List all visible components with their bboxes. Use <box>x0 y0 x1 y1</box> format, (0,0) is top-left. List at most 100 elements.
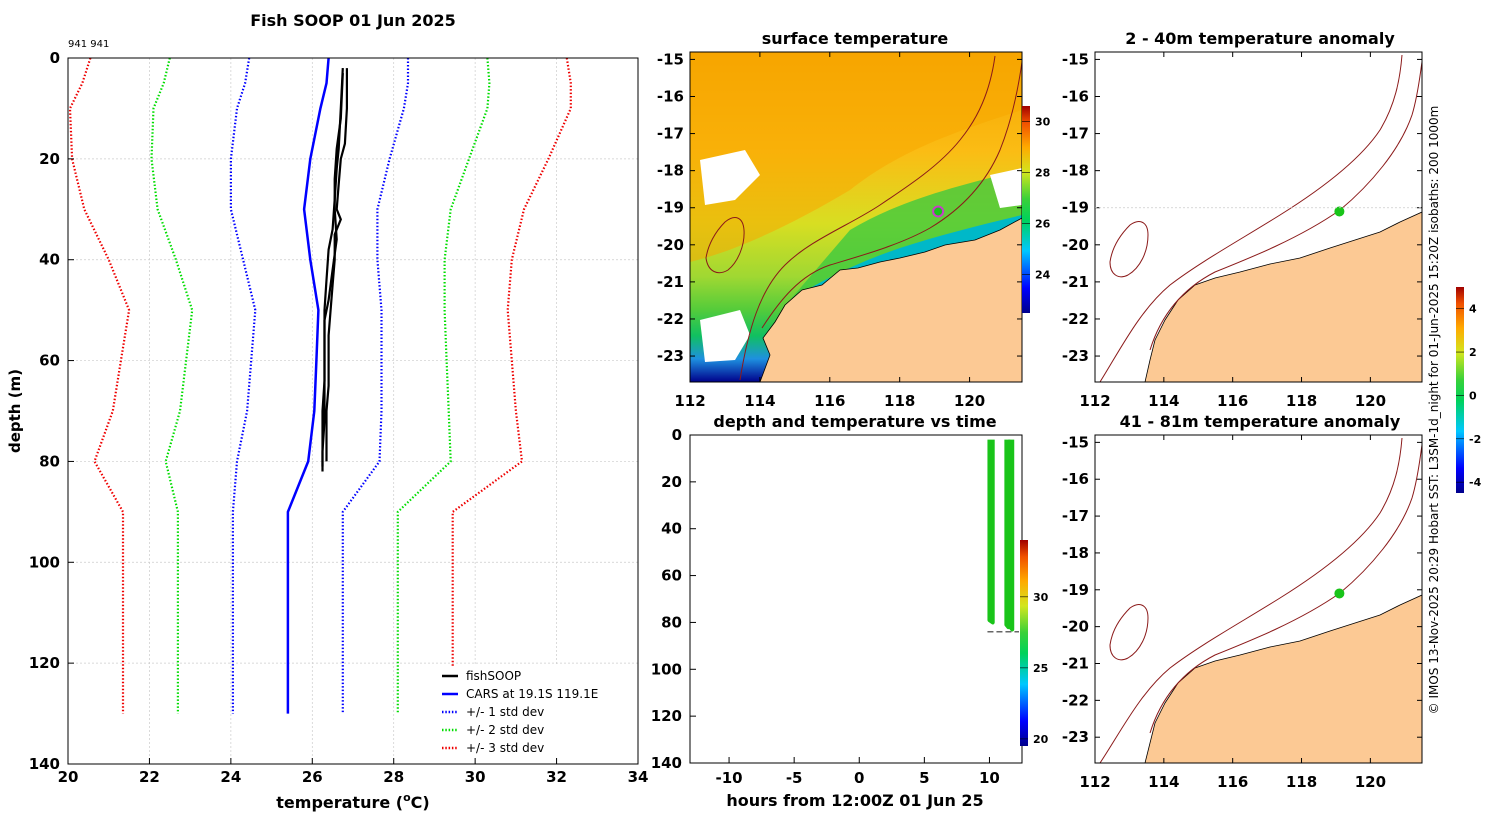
sst-map-panel: surface temperature 112 114 116 118 120 -15 -1… <box>657 29 1051 410</box>
anomaly-deep-ytick-label: -15 <box>1062 433 1089 451</box>
depth-time-xtick-label: 0 <box>854 769 864 787</box>
anomaly-shallow-xtick-label: 118 <box>1286 392 1317 410</box>
depth-time-ytick-label: 80 <box>661 613 682 631</box>
anomaly-shallow-ytick-label: -18 <box>1062 162 1089 180</box>
profile-legend: fishSOOP CARS at 19.1S 119.1E +/- 1 std … <box>438 666 634 758</box>
profile-fishsoop-line <box>325 68 348 462</box>
depth-time-xtick-label: -10 <box>716 769 743 787</box>
depth-time-ytick-label: 100 <box>651 660 682 678</box>
anomaly-colorbar-label: -2 <box>1469 433 1481 446</box>
profile-std1-upper-line <box>341 58 410 714</box>
anomaly-shallow-ytick-label: -20 <box>1062 236 1089 254</box>
profile-std2-upper-line <box>396 57 491 714</box>
anomaly-shallow-ytick-label: -16 <box>1062 87 1089 105</box>
profile-fishsoop-line <box>321 68 344 467</box>
anomaly-colorbar-label: -4 <box>1469 476 1482 489</box>
anomaly-deep-ytick-label: -22 <box>1062 691 1089 709</box>
profile-std1-lower-line <box>229 57 257 714</box>
anomaly-deep-isobath-1000 <box>1099 437 1403 763</box>
depth-time-xtick-label: 10 <box>979 769 1000 787</box>
anomaly-colorbar-label: 0 <box>1469 389 1477 402</box>
sst-colorbar-label: 28 <box>1035 166 1050 179</box>
anomaly-deep-ytick-label: -18 <box>1062 544 1089 562</box>
anomaly-deep-ytick-label: -21 <box>1062 654 1089 672</box>
legend-label-fishsoop: fishSOOP <box>466 669 521 683</box>
anomaly-deep-ytick-label: -16 <box>1062 470 1089 488</box>
profile-fishsoop-line <box>321 73 344 472</box>
profile-ytick-label: 20 <box>39 150 60 168</box>
sst-colorbar-ticks: 24 26 28 30 <box>1022 115 1051 282</box>
sst-warm-band <box>690 52 1022 262</box>
anomaly-shallow-xtick-label: 114 <box>1148 392 1179 410</box>
cast-ids-label: 941 941 <box>68 39 109 50</box>
anomaly-deep-island <box>1109 604 1149 661</box>
sst-cloud-mask-east <box>990 168 1022 208</box>
anomaly-shallow-title: 2 - 40m temperature anomaly <box>1125 29 1395 48</box>
profile-xlabel-end: C) <box>411 793 430 812</box>
anomaly-deep-frame <box>1094 434 1423 764</box>
figure-title: Fish SOOP 01 Jun 2025 <box>250 11 456 30</box>
depth-time-ytick-label: 60 <box>661 567 682 585</box>
depth-time-cast-trace <box>987 439 995 625</box>
legend-box <box>438 666 634 758</box>
profile-cars-line <box>286 57 330 714</box>
sst-map-xtick-label: 114 <box>744 392 775 410</box>
profile-ytick-label: 100 <box>29 553 60 571</box>
depth-time-ytick-label: 0 <box>672 426 682 444</box>
anomaly-deep-title: 41 - 81m temperature anomaly <box>1120 412 1401 431</box>
anomaly-deep-ticks: 112 114 116 118 120 -15 -16 -17 -18 -19 -20 -21 -22 -… <box>1062 433 1422 791</box>
depth-time-cast-trace <box>1008 439 1015 632</box>
anomaly-shallow-ytick-label: -15 <box>1062 50 1089 68</box>
sst-island-outline <box>705 217 745 274</box>
sst-map-xtick-label: 118 <box>884 392 915 410</box>
sst-map-ytick-label: -18 <box>657 162 684 180</box>
depth-time-panel: depth and temperature vs time -10 -5 0 5 100… <box>651 412 1049 810</box>
depth-time-colorbar-label: 25 <box>1033 662 1048 675</box>
anomaly-deep-ytick-label: -20 <box>1062 618 1089 636</box>
depth-time-title: depth and temperature vs time <box>713 412 996 431</box>
sst-cloud-mask-west <box>700 150 760 205</box>
profile-gridlines <box>68 58 638 764</box>
sst-map-ytick-label: -21 <box>657 273 684 291</box>
profile-xtick-label: 26 <box>302 768 323 786</box>
legend-label-std3: +/- 3 std dev <box>466 741 544 755</box>
anomaly-deep-station-marker <box>1334 588 1345 599</box>
anomaly-colorbar-label: 2 <box>1469 346 1477 359</box>
sst-colorbar <box>1022 106 1030 313</box>
anomaly-deep-panel: 41 - 81m temperature anomaly 112 114 116 11… <box>1062 287 1482 791</box>
sst-station-marker <box>932 205 945 218</box>
sst-map-ytick-label: -20 <box>657 236 684 254</box>
copyright-side-note: © IMOS 13-Nov-2025 20:29 Hobart SST: L3S… <box>1427 106 1441 715</box>
profile-xtick-label: 20 <box>58 768 79 786</box>
profile-ytick-label: 120 <box>29 654 60 672</box>
sst-isobath-200 <box>761 61 1022 329</box>
anomaly-shallow-panel: 2 - 40m temperature anomaly 112 114 116 118… <box>1062 29 1423 410</box>
depth-time-ytick-label: 20 <box>661 473 682 491</box>
anomaly-shallow-ytick-label: -19 <box>1062 199 1089 217</box>
depth-time-ytick-label: 140 <box>651 754 682 772</box>
sst-map-ytick-label: -22 <box>657 310 684 328</box>
depth-time-frame <box>689 434 1023 764</box>
anomaly-deep-xtick-label: 114 <box>1148 773 1179 791</box>
profile-std3-lower-line <box>68 57 131 714</box>
sst-map-ticks: 112 114 116 118 120 -15 -16 -17 -18 -19 -20 -21 -22 -… <box>657 50 1022 410</box>
anomaly-shallow-frame <box>1094 51 1423 383</box>
profile-ticks: 20 22 24 26 28 30 32 34 0 20 40 60 80 100 120 140 <box>29 49 649 786</box>
anomaly-deep-xtick-label: 112 <box>1079 773 1110 791</box>
sst-isobath-1000 <box>739 55 996 381</box>
legend-label-std2: +/- 2 std dev <box>466 723 544 737</box>
sst-map-xtick-label: 112 <box>674 392 705 410</box>
profile-xtick-label: 24 <box>220 768 241 786</box>
anomaly-deep-land <box>1144 594 1422 763</box>
sst-map-ytick-label: -15 <box>657 50 684 68</box>
profile-ytick-label: 80 <box>39 452 60 470</box>
depth-time-cast-trace <box>1004 439 1011 630</box>
profile-xlabel-main: temperature ( <box>276 793 403 812</box>
anomaly-deep-isobath-200 <box>1149 444 1422 734</box>
profile-xtick-label: 28 <box>383 768 404 786</box>
anomaly-shallow-ticks: 112 114 116 118 120 -15 -16 -17 -18 -19 -20 -21 -22 -… <box>1062 50 1422 410</box>
anomaly-shallow-map <box>1099 54 1422 382</box>
profile-ytick-label: 40 <box>39 251 60 269</box>
